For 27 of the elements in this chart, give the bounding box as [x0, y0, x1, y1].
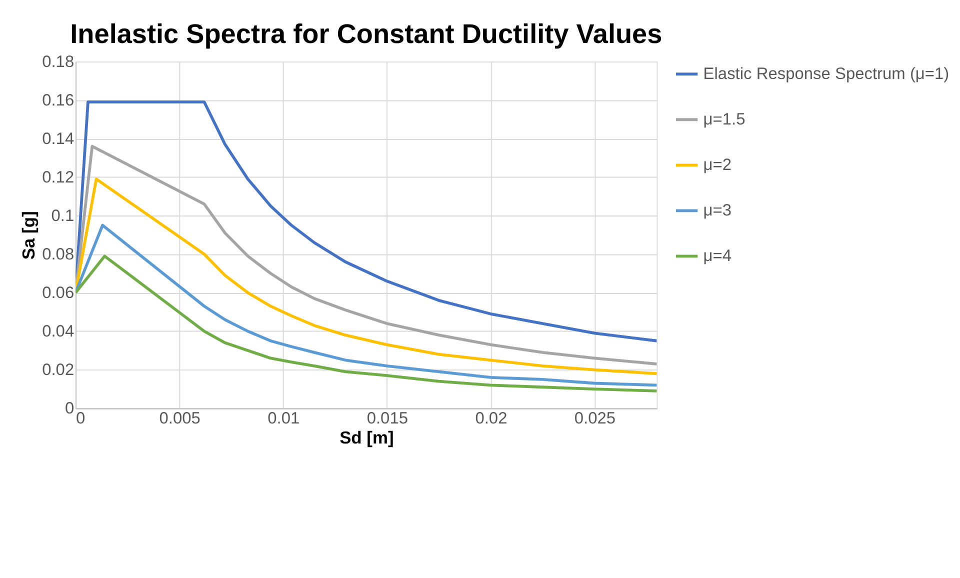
- legend-label: μ=2: [703, 156, 732, 174]
- y-tick-label: 0.04: [42, 322, 74, 341]
- y-tick-label: 0.14: [42, 130, 74, 148]
- line-series: [76, 224, 657, 387]
- legend-label: μ=1.5: [703, 110, 746, 128]
- y-axis-title: Sa [g]: [18, 211, 38, 260]
- y-tick-label: 0.12: [42, 168, 74, 186]
- y-tick-label: 0.18: [42, 52, 74, 71]
- x-tick-label: 0.02: [475, 409, 508, 428]
- line-series: [76, 100, 657, 342]
- x-axis-title: Sd [m]: [340, 428, 394, 448]
- y-tick-label: 0.08: [42, 246, 74, 264]
- y-tick-label: 0.02: [42, 361, 74, 380]
- chart-title: Inelastic Spectra for Constant Ductility Values: [70, 18, 662, 50]
- line-series: [76, 178, 657, 376]
- legend-label: μ=4: [703, 247, 732, 266]
- x-tick-label: 0.01: [268, 409, 300, 428]
- legend-label: μ=3: [703, 202, 732, 220]
- y-tick-label: 0.06: [42, 284, 74, 302]
- x-tick-label: 0.005: [159, 409, 200, 428]
- x-tick-label: 0.015: [366, 409, 408, 428]
- y-tick-label: 0.1: [51, 206, 74, 225]
- line-series: [76, 254, 657, 392]
- line-series: [76, 144, 657, 366]
- x-tick-label: 0.025: [574, 409, 616, 428]
- legend-label: Elastic Response Spectrum (μ=1): [703, 64, 950, 83]
- y-tick-label: 0.16: [42, 91, 74, 110]
